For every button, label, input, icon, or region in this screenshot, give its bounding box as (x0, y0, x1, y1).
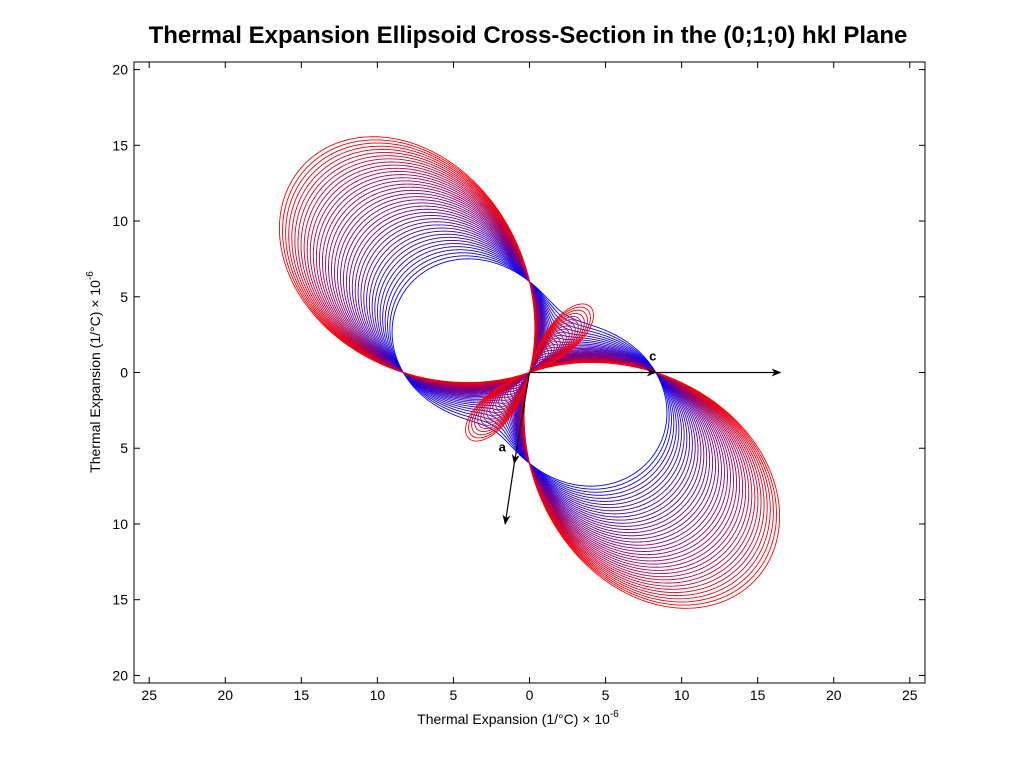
expansion-curves (278, 136, 781, 609)
x-tick-label: 25 (141, 687, 157, 703)
y-tick-label: 15 (112, 592, 128, 608)
y-tick-label: 15 (112, 137, 128, 153)
y-tick-label: 10 (112, 516, 128, 532)
axis-vector-ext-3 (502, 463, 515, 525)
y-tick-label: 5 (120, 440, 128, 456)
crystal-axis-vectors: ca (499, 349, 782, 525)
x-tick-label: 20 (826, 687, 842, 703)
chart-title: Thermal Expansion Ellipsoid Cross-Sectio… (149, 22, 908, 49)
y-tick-label: 10 (112, 213, 128, 229)
axis-vector-a (511, 372, 531, 465)
x-tick-label: 25 (902, 687, 918, 703)
x-tick-label: 5 (450, 687, 458, 703)
expansion-curve (278, 136, 781, 609)
vector-label-a: a (499, 439, 507, 454)
x-axis-label: Thermal Expansion (1/°C) × 10-6 (417, 709, 619, 727)
axis-ticks: 25 20 15 10 5 0 5 10 15 20 25 20 15 10 5 0 5 10 15 20 (112, 62, 925, 703)
x-tick-label: 15 (294, 687, 310, 703)
x-tick-label: 10 (674, 687, 690, 703)
x-tick-label: 15 (750, 687, 766, 703)
y-tick-label: 20 (112, 62, 128, 78)
x-tick-label: 20 (217, 687, 233, 703)
x-tick-label: 5 (602, 687, 610, 703)
y-axis-label: Thermal Expansion (1/°C) × 10-6 (85, 271, 103, 473)
y-tick-label: 20 (112, 667, 128, 683)
x-tick-label: 10 (370, 687, 386, 703)
x-tick-label: 0 (526, 687, 534, 703)
y-tick-label: 5 (120, 289, 128, 305)
vector-label-c: c (649, 349, 656, 364)
y-tick-label: 0 (120, 365, 128, 381)
